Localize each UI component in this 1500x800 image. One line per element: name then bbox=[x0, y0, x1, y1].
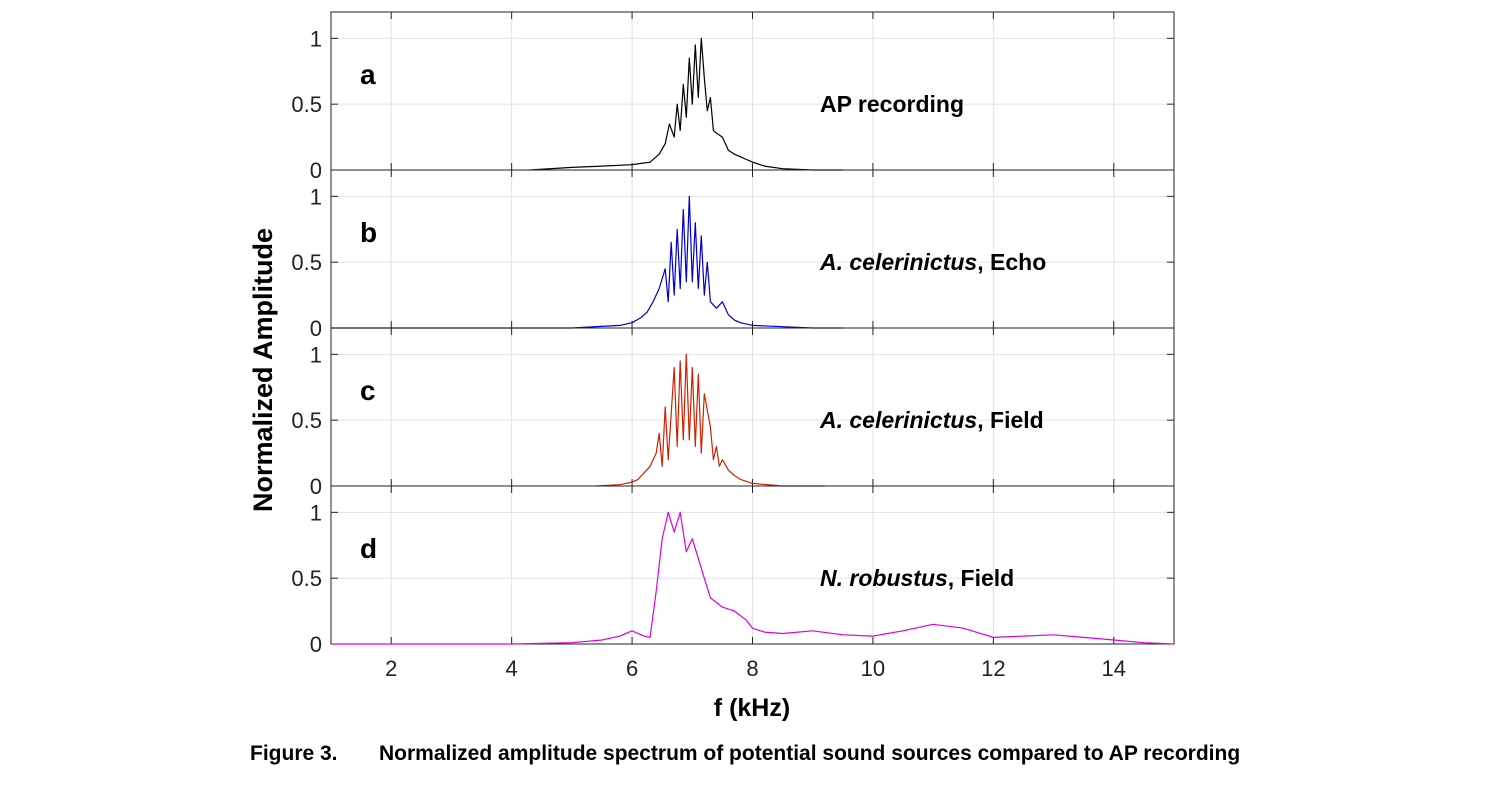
y-tick-label: 1 bbox=[310, 500, 322, 525]
y-tick-label: 1 bbox=[310, 342, 322, 367]
annotation-source: , Field bbox=[977, 407, 1043, 433]
x-tick-label: 12 bbox=[981, 656, 1005, 681]
y-tick-label: 0.5 bbox=[291, 250, 322, 275]
panel-letter: b bbox=[360, 217, 377, 248]
caption-label: Figure 3. bbox=[250, 742, 338, 765]
x-tick-label: 2 bbox=[385, 656, 397, 681]
panel-letter: a bbox=[360, 59, 376, 90]
panel-letter: c bbox=[360, 375, 376, 406]
annotation-species: A. celerinictus bbox=[819, 249, 977, 275]
panel-annotation: N. robustus, Field bbox=[820, 565, 1014, 591]
annotation-species: N. robustus bbox=[820, 565, 948, 591]
x-axis-label: f (kHz) bbox=[714, 694, 790, 722]
series-line-d bbox=[331, 511, 1175, 645]
x-tick-label: 6 bbox=[626, 656, 638, 681]
y-tick-label: 0.5 bbox=[291, 408, 322, 433]
panel-b: 0 0.5 1 b A. celerinictus, Echo bbox=[291, 169, 1175, 341]
y-tick-label: 0 bbox=[310, 632, 322, 657]
series-line-c bbox=[595, 353, 825, 487]
annotation-source: , Field bbox=[948, 565, 1014, 591]
panel-a: 0 0.5 1 a AP recording bbox=[291, 11, 1175, 183]
y-tick-label: 1 bbox=[310, 26, 322, 51]
panels-group: 0 0.5 1 a AP recording 0 0.5 1 b A. celerinictus,… bbox=[291, 11, 1175, 681]
annotation-species: A. celerinictus bbox=[819, 407, 977, 433]
spectrum-figure: 0 0.5 1 a AP recording 0 0.5 1 b A. celerinictus,… bbox=[248, 11, 1175, 722]
y-tick-label: 0 bbox=[310, 158, 322, 183]
y-tick-label: 0 bbox=[310, 316, 322, 341]
x-tick-label: 4 bbox=[506, 656, 518, 681]
x-tick-label: 8 bbox=[746, 656, 758, 681]
panel-annotation: A. celerinictus, Echo bbox=[819, 249, 1046, 275]
x-tick-label: 10 bbox=[861, 656, 885, 681]
panel-annotation: AP recording bbox=[820, 91, 964, 117]
x-tick-label: 14 bbox=[1102, 656, 1126, 681]
panel-annotation: A. celerinictus, Field bbox=[819, 407, 1044, 433]
annotation-source: , Echo bbox=[977, 249, 1046, 275]
y-tick-label: 0.5 bbox=[291, 566, 322, 591]
panel-letter: d bbox=[360, 533, 377, 564]
y-tick-label: 0.5 bbox=[291, 92, 322, 117]
caption-text: Normalized amplitude spectrum of potenti… bbox=[379, 742, 1241, 765]
y-tick-label: 0 bbox=[310, 474, 322, 499]
series-line-b bbox=[331, 195, 843, 329]
y-axis-label: Normalized Amplitude bbox=[248, 228, 278, 512]
y-tick-label: 1 bbox=[310, 184, 322, 209]
panel-c: 0 0.5 1 c A. celerinictus, Field bbox=[291, 327, 1175, 499]
series-line-a bbox=[529, 37, 843, 171]
